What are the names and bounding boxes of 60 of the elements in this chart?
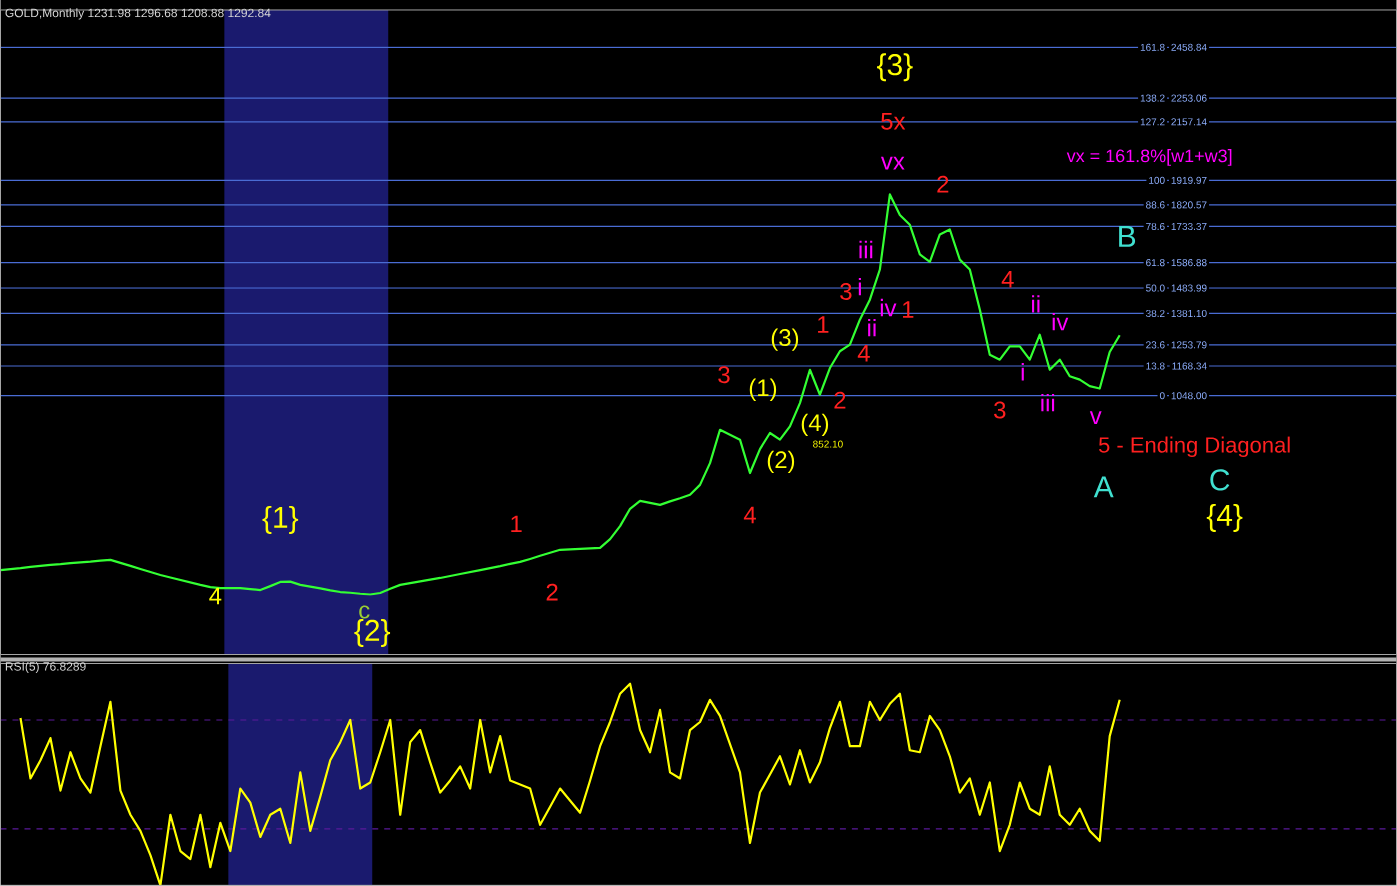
annotation: 4 (857, 345, 870, 362)
annotation: v (1089, 411, 1102, 425)
annotation: 852.10 (813, 440, 843, 448)
annotation: 2 (834, 391, 846, 409)
annotation: {1} (262, 506, 299, 534)
annotation: 3 (994, 401, 1006, 419)
annotation: iii (859, 240, 873, 259)
y-tick-label: 1483.99 (1171, 284, 1207, 292)
y-tick-label: 2157.14 (1171, 118, 1207, 126)
annotation: 38.2 (1146, 309, 1165, 318)
annotation: 23.6 (1146, 341, 1165, 349)
y-tick-label: 2253.06 (1171, 94, 1207, 102)
annotation: A (1093, 476, 1114, 498)
annotation: 4 (743, 506, 756, 524)
annotation: 61.8 (1146, 259, 1165, 267)
annotation: 50.0 (1146, 284, 1165, 292)
annotation: 161.8 (1140, 43, 1165, 51)
annotation: i (858, 277, 861, 296)
chart-title: RSI(5) 76.8289 (5, 661, 86, 674)
annotation: c (359, 605, 370, 619)
annotation: iv (880, 298, 897, 317)
annotation: 4 (209, 587, 222, 605)
annotation: (2) (767, 450, 795, 474)
annotation: iv (1052, 313, 1069, 331)
chart-title: GOLD,Monthly 1231.98 1296.68 1208.88 1292.84 (5, 8, 271, 20)
annotation: iii (1041, 394, 1055, 412)
annotation: 3 (718, 366, 730, 384)
annotation: 13.8 (1146, 362, 1165, 370)
y-tick-label: 1381.10 (1171, 309, 1207, 318)
annotation: {3} (877, 53, 913, 82)
y-tick-label: 2458.84 (1171, 43, 1207, 51)
annotation: {4} (1206, 504, 1243, 532)
annotation: 78.6 (1146, 222, 1165, 231)
annotation: 100 (1149, 176, 1165, 184)
annotation: (4) (801, 413, 829, 437)
annotation: 88.6 (1146, 201, 1165, 209)
y-tick-label: 1733.37 (1171, 222, 1207, 231)
annotation: 0 (1159, 392, 1165, 400)
annotation: 1 (511, 515, 522, 533)
annotation: 3 (840, 283, 852, 301)
y-tick-label: 1919.97 (1171, 176, 1207, 184)
annotation: 1 (818, 316, 829, 333)
annotation: {2} (354, 619, 391, 648)
annotation: ii (868, 318, 876, 337)
annotation: 127.2 (1140, 118, 1165, 126)
y-tick-label: 1253.79 (1171, 341, 1207, 349)
y-tick-label: 1586.88 (1171, 259, 1207, 267)
annotation: 5 - Ending Diagonal (1098, 436, 1290, 458)
annotation: 2 (546, 583, 558, 601)
y-tick-label: 1048.00 (1171, 392, 1207, 400)
annotation: 4 (1001, 270, 1014, 288)
annotation: 138.2 (1140, 94, 1165, 102)
y-tick-label: 1820.57 (1171, 201, 1207, 209)
annotation: B (1119, 226, 1136, 247)
y-tick-label: 1168.34 (1172, 362, 1207, 370)
annotation: i (1021, 363, 1024, 381)
annotation: ii (1032, 295, 1040, 313)
annotation: vx (880, 156, 905, 170)
annotation: C (1210, 469, 1230, 491)
annotation: vx = 161.8%[w1+w3] (1066, 149, 1232, 166)
